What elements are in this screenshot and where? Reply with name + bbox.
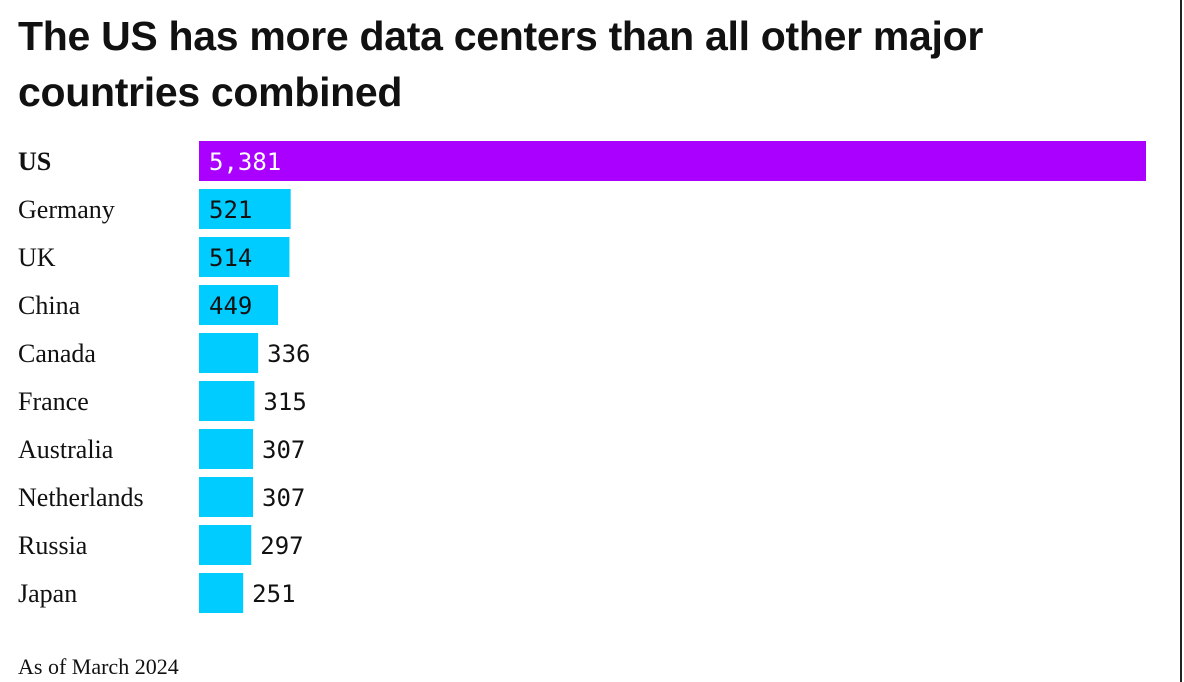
bar-row-netherlands: Netherlands 307 [18, 477, 305, 517]
value-label-canada: 336 [267, 340, 310, 368]
bar-germany [199, 189, 291, 229]
category-label-japan: Japan [18, 579, 77, 608]
value-label-russia: 297 [260, 532, 303, 560]
value-label-australia: 307 [262, 436, 305, 464]
category-label-russia: Russia [18, 531, 88, 560]
bar-row-germany: Germany 521 [18, 189, 291, 229]
value-label-netherlands: 307 [262, 484, 305, 512]
frame-border [1180, 0, 1182, 682]
bar-us [199, 141, 1146, 181]
bar-japan [199, 573, 244, 613]
category-label-canada: Canada [18, 339, 96, 368]
category-label-us: US [18, 147, 51, 176]
bar-row-japan: Japan 251 [18, 573, 296, 613]
bar-netherlands [199, 477, 254, 517]
category-label-china: China [18, 291, 81, 320]
bar-china [199, 285, 279, 325]
chart-title: The US has more data centers than all ot… [18, 13, 984, 115]
category-label-germany: Germany [18, 195, 115, 224]
bar-australia [199, 429, 254, 469]
bar-row-canada: Canada 336 [18, 333, 310, 373]
value-label-france: 315 [263, 388, 306, 416]
value-label-uk: 514 [209, 244, 252, 272]
category-label-australia: Australia [18, 435, 114, 464]
category-label-netherlands: Netherlands [18, 483, 144, 512]
value-label-japan: 251 [252, 580, 295, 608]
bar-row-us: US 5,381 [18, 141, 1146, 181]
bar-row-france: France 315 [18, 381, 307, 421]
category-label-uk: UK [18, 243, 56, 272]
value-label-china: 449 [209, 292, 252, 320]
value-label-germany: 521 [209, 196, 252, 224]
bar-france [199, 381, 255, 421]
category-label-france: France [18, 387, 89, 416]
bar-row-china: China 449 [18, 285, 279, 325]
bar-russia [199, 525, 252, 565]
bar-row-uk: UK 514 [18, 237, 290, 277]
bar-canada [199, 333, 259, 373]
value-label-us: 5,381 [209, 148, 281, 176]
bar-row-russia: Russia 297 [18, 525, 304, 565]
bar-uk [199, 237, 290, 277]
chart-footnote: As of March 2024 [18, 654, 179, 679]
bar-chart: US 5,381 Germany 521 UK 514 China 449 Canada 336 F… [18, 141, 1146, 613]
bar-row-australia: Australia 307 [18, 429, 305, 469]
